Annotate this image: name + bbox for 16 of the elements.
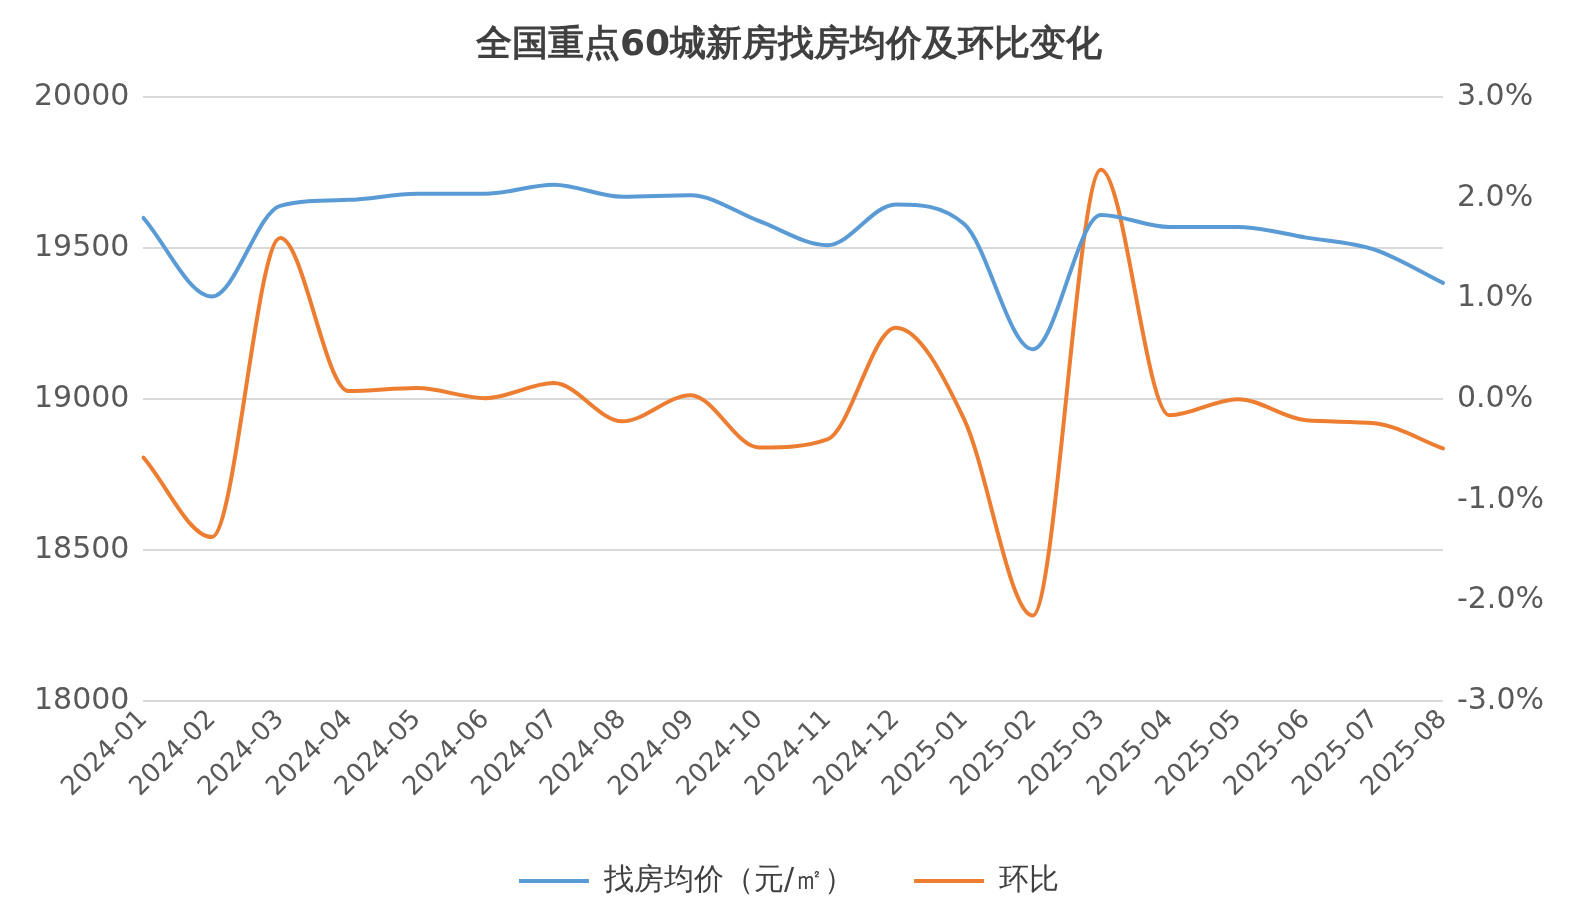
legend-label: 环比 xyxy=(999,860,1060,896)
line-series xyxy=(141,182,1445,352)
y-tick-label: 20000 xyxy=(34,77,130,112)
y2-tick-label: 2.0% xyxy=(1456,177,1534,213)
y2-tick-label: -3.0% xyxy=(1456,680,1545,716)
y-tick-label: 19500 xyxy=(34,227,130,263)
y2-tick-label: -2.0% xyxy=(1456,580,1545,616)
legend-label: 找房均价（元/㎡） xyxy=(602,860,855,896)
y2-tick-label: -1.0% xyxy=(1456,479,1545,515)
chart-title: 全国重点60城新房找房均价及环比变化 xyxy=(474,21,1104,63)
line-series xyxy=(141,167,1445,618)
y2-tick-label: 0.0% xyxy=(1456,378,1534,414)
y-tick-label: 19000 xyxy=(34,378,130,414)
y-tick-label: 18500 xyxy=(34,529,130,565)
y2-tick-label: 1.0% xyxy=(1456,278,1534,314)
y2-tick-label: 3.0% xyxy=(1456,77,1534,112)
